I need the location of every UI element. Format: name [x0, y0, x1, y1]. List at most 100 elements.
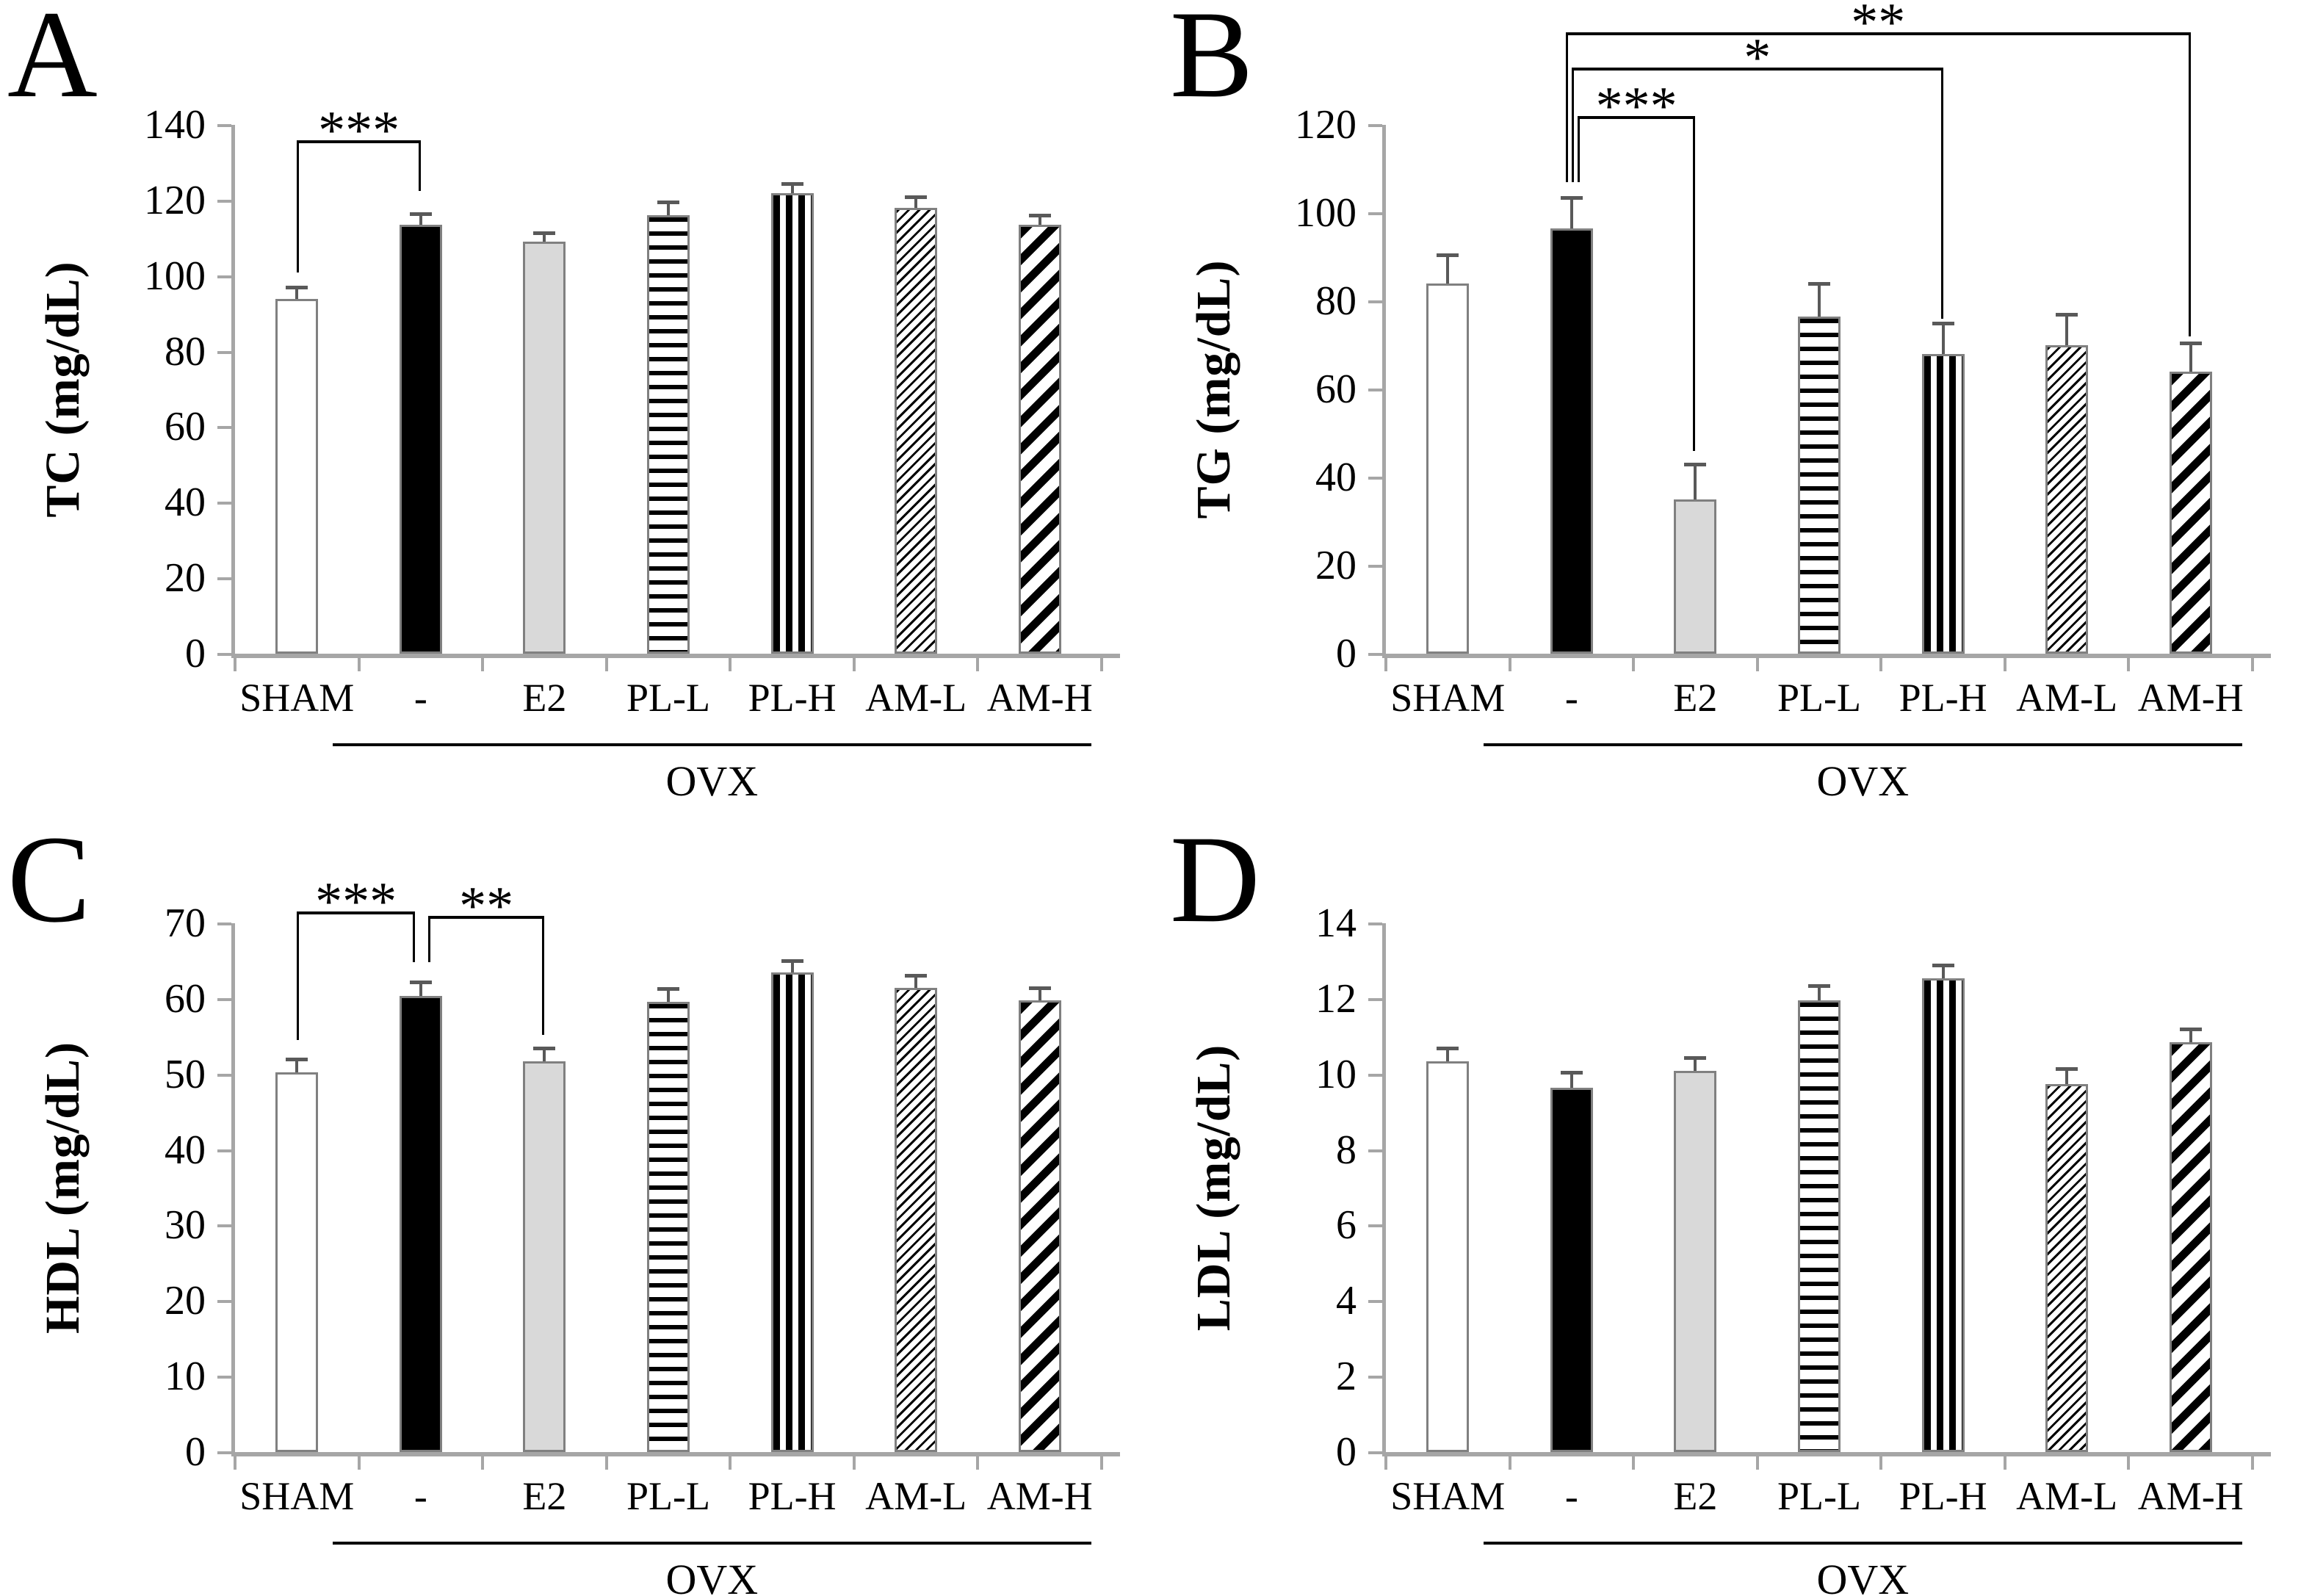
- x-axis-line: [1382, 1452, 2271, 1456]
- y-tick-label: 2: [1336, 1354, 1357, 1400]
- error-bar-cap: [905, 973, 928, 978]
- significance-bracket-right-leg: [412, 911, 415, 963]
- x-tick: [234, 1456, 236, 1470]
- y-tick-label: 60: [165, 404, 206, 450]
- significance-asterisks: ***: [1595, 76, 1677, 137]
- y-tick-label: 10: [1315, 1051, 1357, 1097]
- y-axis-line: [1382, 125, 1386, 654]
- error-bar-line: [2189, 343, 2192, 372]
- y-tick: [1368, 922, 1382, 925]
- significance-bracket-bar: [427, 915, 545, 919]
- error-bar-line: [914, 196, 918, 209]
- bar-PL-H: [770, 192, 814, 654]
- x-axis-line: [231, 1452, 1120, 1456]
- y-tick: [217, 426, 231, 430]
- y-tick: [217, 577, 231, 581]
- x-category-label: SHAM: [239, 1474, 355, 1518]
- panel-letter-B: B: [1170, 0, 1254, 123]
- significance-asterisks: **: [1851, 0, 1906, 53]
- significance-bracket-bar: [1565, 32, 2191, 35]
- error-bar-cap: [533, 1046, 556, 1050]
- y-tick: [1368, 1376, 1382, 1379]
- y-tick: [217, 1073, 231, 1077]
- x-tick: [2127, 658, 2131, 671]
- y-tick-label: 80: [1315, 278, 1357, 324]
- x-tick: [357, 658, 361, 671]
- x-tick: [1384, 658, 1387, 671]
- x-category-label: PL-L: [1777, 1474, 1861, 1518]
- error-bar-line: [1941, 964, 1945, 978]
- error-bar-line: [295, 287, 299, 299]
- error-bar-cap: [286, 1058, 308, 1062]
- bar-AM-H: [2169, 372, 2212, 654]
- y-tick: [1368, 124, 1382, 127]
- x-tick: [2251, 658, 2254, 671]
- significance-bracket-bar: [1577, 116, 1696, 119]
- y-tick: [217, 997, 231, 1001]
- error-bar-line: [1941, 323, 1945, 354]
- error-bar-line: [295, 1059, 299, 1072]
- x-category-label: -: [413, 676, 427, 720]
- x-tick: [1755, 1456, 1759, 1470]
- group-label: OVX: [1816, 1556, 1910, 1596]
- x-category-label: -: [1564, 676, 1578, 720]
- y-tick: [1368, 1073, 1382, 1077]
- error-bar-cap: [781, 181, 803, 186]
- bar-PL-H: [1921, 354, 1965, 654]
- error-bar-line: [790, 183, 794, 193]
- bar-PL-H: [1921, 978, 1965, 1452]
- error-bar-line: [1446, 1047, 1450, 1061]
- bar-AM-H: [1018, 225, 1061, 654]
- x-category-label: AM-L: [2016, 1474, 2118, 1518]
- error-bar-cap: [1808, 282, 1830, 286]
- group-underline: [332, 743, 1091, 746]
- bar-AM-L: [2045, 345, 2089, 654]
- error-bar-cap: [409, 212, 432, 216]
- error-bar-line: [2189, 1029, 2192, 1042]
- error-bar-line: [1038, 215, 1041, 225]
- bar-AM-H: [2169, 1042, 2212, 1452]
- significance-bracket-left-leg: [297, 911, 300, 1041]
- error-bar-cap: [1932, 963, 1954, 967]
- bar-chart-LDL: 0 2 4 6 8 10 12 14 SHAM - E2 PL-L PL-H AM-L AM-H OVX: [1151, 798, 2301, 1596]
- panel-C: C HDL (mg/dL) 0 10 20 30 40 50 60 70 SHAM - E2 PL-L…: [0, 798, 1150, 1596]
- y-tick-label: 100: [144, 253, 206, 299]
- x-tick: [1100, 658, 1103, 671]
- x-tick: [481, 1456, 485, 1470]
- significance-bracket-right-leg: [418, 140, 421, 191]
- group-label: OVX: [1816, 757, 1910, 805]
- x-category-label: SHAM: [239, 676, 355, 720]
- y-tick-label: 6: [1336, 1202, 1357, 1249]
- panel-B: B TG (mg/dL) 0 20 40 60 80 100 120 SHAM - E2 PL-L P…: [1151, 0, 2301, 805]
- significance-asterisks: **: [459, 875, 514, 936]
- x-tick: [604, 658, 608, 671]
- x-tick: [852, 658, 856, 671]
- y-tick-label: 50: [165, 1051, 206, 1097]
- y-tick-label: 20: [165, 555, 206, 602]
- group-underline: [1483, 743, 2242, 746]
- bar--: [1550, 228, 1593, 654]
- significance-asterisks: ***: [318, 100, 400, 161]
- x-tick: [852, 1456, 856, 1470]
- bar-SHAM: [1426, 284, 1470, 654]
- x-tick: [1632, 1456, 1636, 1470]
- x-tick: [1879, 658, 1883, 671]
- y-tick-label: 120: [144, 177, 206, 223]
- significance-bracket-right-leg: [2188, 32, 2191, 336]
- y-tick: [217, 124, 231, 127]
- significance-bracket-left-leg: [297, 140, 300, 272]
- bar-chart-TG: 0 20 40 60 80 100 120 SHAM - E2 PL-L PL-H AM-L AM-H **…: [1151, 0, 2301, 805]
- bar-PL-H: [770, 972, 814, 1452]
- x-axis-line: [1382, 654, 2271, 658]
- bar-AM-L: [2045, 1083, 2089, 1452]
- y-tick: [217, 1451, 231, 1454]
- y-tick-label: 20: [1315, 543, 1357, 588]
- x-category-label: AM-L: [865, 676, 967, 720]
- error-bar-cap: [1437, 1046, 1459, 1050]
- error-bar-cap: [781, 959, 803, 964]
- x-tick: [1632, 658, 1636, 671]
- x-category-label: E2: [522, 676, 567, 720]
- y-tick-label: 14: [1315, 900, 1357, 946]
- x-category-label: -: [413, 1474, 427, 1518]
- x-tick: [2251, 1456, 2254, 1470]
